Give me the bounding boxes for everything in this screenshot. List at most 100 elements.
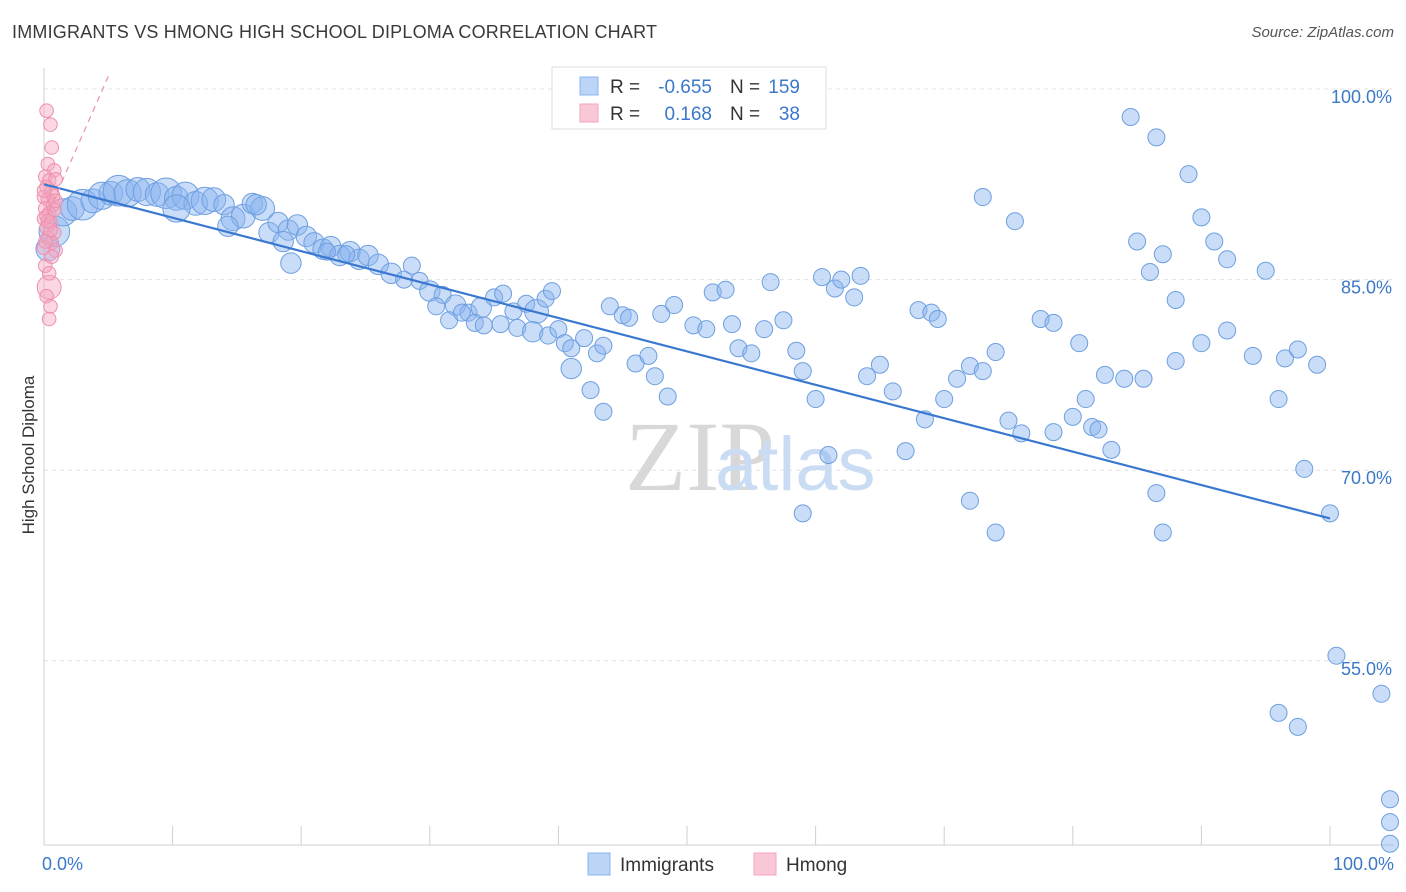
immigrants-point-74 xyxy=(594,336,613,355)
immigrants-point-64 xyxy=(474,316,493,335)
immigrants-point-132 xyxy=(1269,390,1288,409)
immigrants-point-134 xyxy=(1321,504,1339,523)
immigrants-point-58 xyxy=(536,289,555,308)
immigrants-point-51 xyxy=(459,303,478,322)
immigrants-point-59 xyxy=(542,282,561,301)
immigrants-point-138 xyxy=(1166,290,1185,309)
immigrants-point-131 xyxy=(1243,346,1262,365)
immigrants-point-154 xyxy=(1121,108,1140,127)
hmong-point-37 xyxy=(48,193,63,209)
immigrants-point-125 xyxy=(1134,369,1153,388)
immigrants-point-82 xyxy=(560,357,582,380)
y-tick-label-2: 70.0% xyxy=(1341,468,1392,488)
immigrants-point-44 xyxy=(380,262,402,284)
immigrants-trend-line xyxy=(43,183,1331,520)
immigrants-point-152 xyxy=(1076,390,1095,409)
immigrants-point-10 xyxy=(125,177,151,202)
legend-swatch-immigrants xyxy=(579,76,599,96)
y-tick-label-3: 55.0% xyxy=(1341,659,1392,679)
immigrants-point-112 xyxy=(935,390,954,409)
immigrants-point-124 xyxy=(1115,369,1134,388)
y-axis-title: High School Diploma xyxy=(19,375,38,534)
immigrants-point-42 xyxy=(337,245,356,264)
hmong-point-0 xyxy=(39,103,54,118)
immigrants-point-135 xyxy=(1128,232,1147,251)
bottom-legend-hmong: Hmong xyxy=(786,855,847,876)
immigrants-point-96 xyxy=(774,311,793,330)
watermark: ZIP atlas xyxy=(625,401,876,512)
immigrants-point-46 xyxy=(402,256,421,275)
immigrants-point-80 xyxy=(645,367,664,386)
immigrants-point-153 xyxy=(1095,365,1114,384)
hmong-point-31 xyxy=(36,183,52,198)
immigrants-point-103 xyxy=(845,288,864,307)
trend-lines xyxy=(43,76,1331,520)
immigrants-point-140 xyxy=(1192,208,1211,227)
immigrants-point-116 xyxy=(986,343,1005,362)
hmong-point-34 xyxy=(37,234,53,249)
immigrants-point-122 xyxy=(1089,420,1108,439)
immigrants-point-86 xyxy=(665,296,684,315)
immigrants-point-142 xyxy=(1218,250,1237,269)
immigrants-point-73 xyxy=(587,344,606,363)
immigrants-point-164 xyxy=(1381,834,1399,853)
immigrants-point-8 xyxy=(102,174,135,207)
immigrants-point-147 xyxy=(973,188,992,207)
immigrants-point-105 xyxy=(858,367,877,386)
bottom-legend-immigrants: Immigrants xyxy=(620,855,714,876)
immigrants-point-93 xyxy=(742,344,761,363)
immigrants-point-75 xyxy=(600,297,619,316)
immigrants-point-102 xyxy=(832,270,851,289)
legend-n-label-hmong: N = xyxy=(730,104,760,125)
immigrants-point-120 xyxy=(1063,407,1082,426)
immigrants-point-104 xyxy=(851,266,870,285)
hmong-points xyxy=(36,103,63,327)
x-tick-labels: 0.0% 100.0% xyxy=(42,854,1394,874)
immigrants-point-71 xyxy=(562,339,581,358)
immigrants-point-150 xyxy=(1044,313,1063,332)
immigrants-point-126 xyxy=(1147,484,1166,503)
immigrants-point-68 xyxy=(539,326,558,345)
legend-r-value-hmong: 0.168 xyxy=(664,104,712,125)
legend-n-value-hmong: 38 xyxy=(779,104,800,125)
chart-title: IMMIGRANTS VS HMONG HIGH SCHOOL DIPLOMA … xyxy=(12,22,658,42)
immigrants-point-19 xyxy=(213,193,235,216)
immigrants-point-88 xyxy=(697,320,716,339)
immigrants-point-129 xyxy=(1192,334,1211,353)
bottom-legend-swatch-hmong xyxy=(753,852,777,876)
immigrants-point-144 xyxy=(1275,349,1294,368)
hmong-point-35 xyxy=(44,249,60,265)
hmong-point-1 xyxy=(43,117,58,132)
immigrants-point-91 xyxy=(723,315,742,334)
immigrants-point-79 xyxy=(639,346,658,365)
source-label: Source: ZipAtlas.com xyxy=(1251,24,1394,41)
immigrants-point-148 xyxy=(1005,212,1024,231)
immigrants-point-165 xyxy=(1381,813,1399,832)
immigrants-point-133 xyxy=(1295,459,1314,478)
immigrants-point-151 xyxy=(1070,334,1089,353)
hmong-point-33 xyxy=(40,213,56,229)
immigrants-point-54 xyxy=(494,284,513,303)
immigrants-point-25 xyxy=(245,193,267,216)
immigrants-point-156 xyxy=(793,504,812,523)
bottom-legend: Immigrants Hmong xyxy=(587,852,847,876)
immigrants-point-84 xyxy=(594,402,613,421)
immigrants-point-137 xyxy=(1153,245,1172,264)
immigrants-point-85 xyxy=(652,304,671,323)
immigrants-point-83 xyxy=(581,381,600,400)
immigrants-point-166 xyxy=(819,445,838,464)
immigrants-point-100 xyxy=(813,268,832,287)
immigrants-point-111 xyxy=(928,310,947,329)
immigrants-point-130 xyxy=(1218,321,1237,340)
immigrants-point-119 xyxy=(1044,423,1063,442)
hmong-point-2 xyxy=(44,140,60,155)
immigrants-point-127 xyxy=(1153,523,1172,542)
immigrants-point-77 xyxy=(620,308,639,327)
immigrants-point-62 xyxy=(452,303,471,322)
immigrants-point-158 xyxy=(986,523,1005,542)
hmong-point-27 xyxy=(41,311,57,327)
y-tick-label-0: 100.0% xyxy=(1331,87,1392,107)
legend-r-label-hmong: R = xyxy=(610,104,640,125)
immigrants-point-67 xyxy=(521,321,544,343)
y-tick-labels: 100.0% 85.0% 70.0% 55.0% xyxy=(1331,87,1392,679)
